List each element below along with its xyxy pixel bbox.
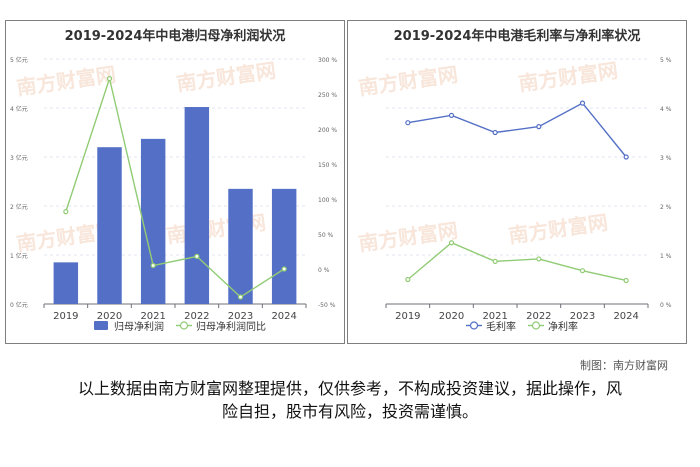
x-tick-label: 2021 xyxy=(140,311,165,322)
bar xyxy=(140,138,166,304)
data-point xyxy=(281,266,287,272)
data-point xyxy=(579,100,586,106)
bar xyxy=(97,147,122,304)
y-right-tick-label: 0 % xyxy=(660,302,672,309)
legend-swatch-marker xyxy=(531,321,541,330)
y-left-tick-label: 5 亿元 xyxy=(10,56,28,64)
series-line xyxy=(407,241,627,282)
x-tick-label: 2024 xyxy=(271,311,296,322)
x-tick-label: 2019 xyxy=(53,311,78,322)
y-right-tick-label: 3 % xyxy=(660,155,672,162)
y-right-tick-label: 50 % xyxy=(318,232,334,239)
data-point xyxy=(405,276,411,283)
y-left-tick-label: 1 亿元 xyxy=(10,252,28,260)
bar xyxy=(228,188,253,304)
x-tick-label: 2019 xyxy=(395,311,420,322)
data-point xyxy=(194,253,200,259)
y-right-tick-label: 300 % xyxy=(318,57,337,64)
x-tick-label: 2022 xyxy=(184,311,209,322)
chart-panel-right: 南方财富网 南方财富网 南方财富网 南方财富网 2019-2024年中电港毛利率… xyxy=(347,20,687,344)
x-tick-label: 2022 xyxy=(526,311,551,322)
y-right-tick-label: 2 % xyxy=(660,204,672,211)
data-point xyxy=(106,75,113,82)
y-right-tick-label: 1 % xyxy=(660,253,672,260)
legend-swatch-marker xyxy=(469,321,479,330)
legend-label: 归母净利润 xyxy=(114,320,164,333)
bar xyxy=(271,188,297,304)
y-right-tick-label: 5 % xyxy=(660,57,672,64)
bar xyxy=(53,262,79,304)
data-point xyxy=(405,120,411,126)
data-point xyxy=(63,209,69,215)
data-point xyxy=(448,112,455,118)
data-point xyxy=(623,154,629,160)
x-tick-label: 2020 xyxy=(439,311,464,322)
x-tick-label: 2020 xyxy=(97,311,122,322)
y-right-tick-label: 4 % xyxy=(660,106,672,113)
y-left-tick-label: 0 亿元 xyxy=(10,301,28,309)
data-point xyxy=(237,294,244,300)
legend-label: 归母净利润同比 xyxy=(196,320,266,333)
legend-label: 净利率 xyxy=(548,320,578,333)
data-point xyxy=(492,129,498,136)
series-line xyxy=(65,76,285,298)
y-left-tick-label: 4 亿元 xyxy=(10,105,28,113)
data-point xyxy=(579,268,586,274)
chart-right-svg: 0 % 1 % 2 % 3 % 4 % 5 % 2019 2020 2021 2022 2023 20… xyxy=(385,57,672,333)
x-tick-label: 2024 xyxy=(613,311,638,322)
data-point xyxy=(150,262,156,269)
chart-credit: 制图：南方财富网 xyxy=(580,359,668,372)
x-tick-label: 2023 xyxy=(570,311,595,322)
y-right-tick-label: 200 % xyxy=(318,127,337,134)
x-tick-label: 2021 xyxy=(482,311,507,322)
bar xyxy=(184,107,210,305)
y-right-tick-label: 150 % xyxy=(318,162,337,169)
data-point xyxy=(536,256,542,262)
data-point xyxy=(623,277,629,284)
disclaimer: 以上数据由南方财富网整理提供，仅供参考，不构成投资建议，据此操作，风 险自担，股… xyxy=(0,377,700,423)
disclaimer-line: 险自担，股市有风险，投资需谨慎。 xyxy=(221,402,478,421)
x-tick-label: 2023 xyxy=(228,311,253,322)
y-right-tick-label: 0 % xyxy=(318,267,330,274)
series-line xyxy=(407,102,627,158)
y-right-tick-label: -50 % xyxy=(318,302,336,309)
chart-panel-left: 南方财富网 南方财富网 南方财富网 南方财富网 2019-2024年中电港归母净… xyxy=(5,20,345,344)
data-point xyxy=(448,240,455,246)
y-left-tick-label: 3 亿元 xyxy=(10,154,28,162)
y-right-tick-label: 100 % xyxy=(318,197,337,204)
data-point xyxy=(536,124,542,130)
chart-title: 2019-2024年中电港毛利率与净利率状况 xyxy=(393,29,641,44)
legend-swatch-marker xyxy=(179,321,189,330)
disclaimer-line: 以上数据由南方财富网整理提供，仅供参考，不构成投资建议，据此操作，风 xyxy=(77,379,622,398)
y-right-tick-label: 250 % xyxy=(318,92,337,99)
legend-label: 毛利率 xyxy=(486,320,516,333)
chart-left-svg: -50 % 0 % 50 % 100 % 150 % 200 % 250 % 300 % 0 亿… xyxy=(10,56,337,333)
chart-title: 2019-2024年中电港归母净利润状况 xyxy=(64,29,286,44)
data-point xyxy=(492,258,498,264)
y-left-tick-label: 2 亿元 xyxy=(10,203,28,211)
legend-swatch xyxy=(94,321,108,330)
